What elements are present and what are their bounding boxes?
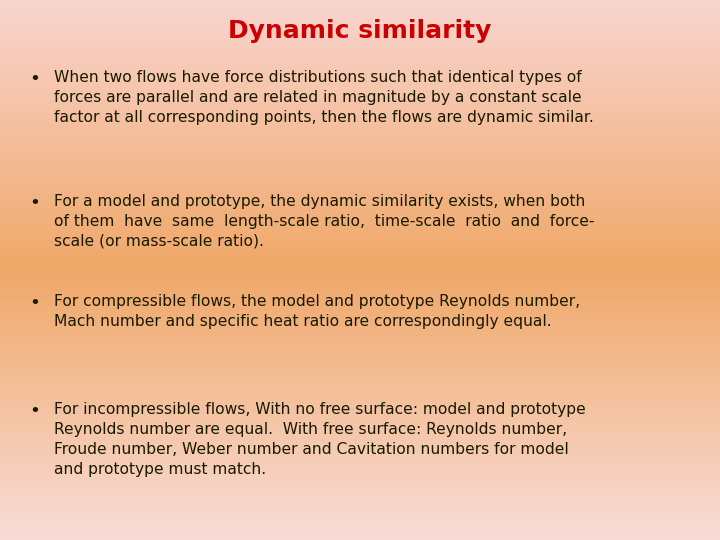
Text: For compressible flows, the model and prototype Reynolds number,
Mach number and: For compressible flows, the model and pr…: [54, 294, 580, 329]
Text: •: •: [29, 70, 40, 88]
Text: Dynamic similarity: Dynamic similarity: [228, 19, 492, 43]
Text: For a model and prototype, the dynamic similarity exists, when both
of them  hav: For a model and prototype, the dynamic s…: [54, 194, 595, 249]
Text: When two flows have force distributions such that identical types of
forces are : When two flows have force distributions …: [54, 70, 594, 125]
Text: •: •: [29, 194, 40, 212]
Text: •: •: [29, 402, 40, 420]
Text: •: •: [29, 294, 40, 312]
Text: For incompressible flows, With no free surface: model and prototype
Reynolds num: For incompressible flows, With no free s…: [54, 402, 586, 477]
